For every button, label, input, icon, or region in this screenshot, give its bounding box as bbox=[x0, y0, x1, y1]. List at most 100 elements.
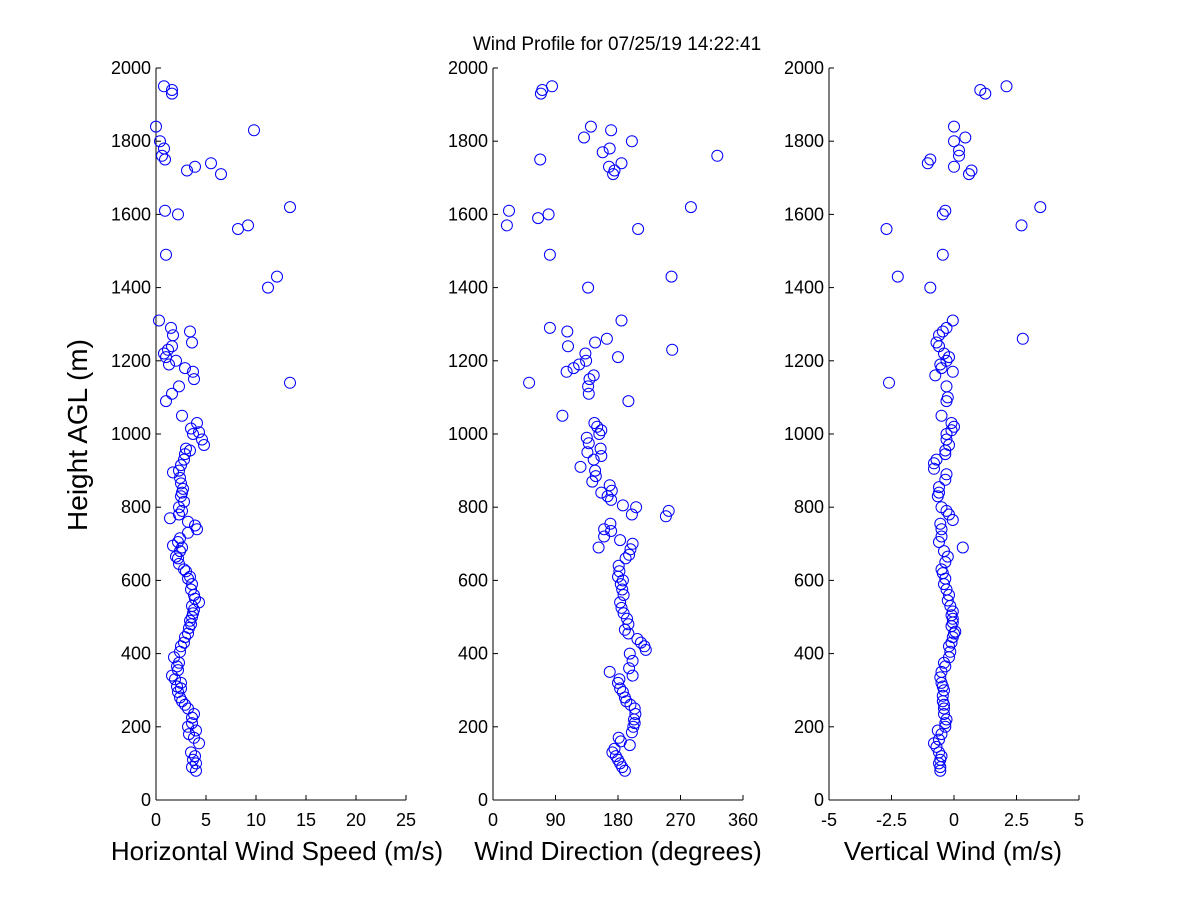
data-point bbox=[165, 321, 177, 334]
data-point bbox=[933, 481, 945, 494]
data-point bbox=[616, 686, 629, 698]
data-point bbox=[182, 627, 194, 640]
data-point bbox=[596, 146, 609, 159]
y-tick-label: 1200 bbox=[448, 351, 488, 371]
data-point bbox=[183, 728, 195, 741]
data-point bbox=[946, 605, 959, 618]
data-point bbox=[603, 142, 616, 155]
data-point bbox=[581, 446, 594, 459]
data-point bbox=[284, 201, 296, 214]
x-axis-label-horizontal-wind-speed: Horizontal Wind Speed (m/s) bbox=[111, 836, 443, 866]
data-point bbox=[180, 565, 192, 578]
data-point bbox=[930, 453, 943, 466]
x-axis-label-wind-direction: Wind Direction (degrees) bbox=[474, 836, 762, 866]
chart-title: Wind Profile for 07/25/19 14:22:41 bbox=[473, 34, 761, 55]
data-point bbox=[622, 395, 635, 408]
data-point bbox=[153, 314, 165, 327]
data-point bbox=[587, 453, 600, 466]
y-tick-label: 400 bbox=[121, 644, 151, 664]
data-point bbox=[613, 673, 626, 686]
data-point bbox=[578, 131, 590, 144]
data-point bbox=[928, 457, 940, 470]
data-point bbox=[584, 120, 597, 133]
y-tick-label: 800 bbox=[794, 497, 824, 517]
data-point bbox=[191, 417, 203, 429]
data-point bbox=[945, 417, 958, 429]
x-tick-label: 360 bbox=[728, 810, 758, 830]
data-point bbox=[935, 563, 948, 576]
data-point bbox=[182, 515, 194, 528]
data-point bbox=[619, 552, 632, 565]
data-point bbox=[500, 219, 513, 232]
data-point bbox=[604, 517, 617, 530]
data-point bbox=[160, 395, 172, 408]
data-point bbox=[172, 208, 184, 221]
data-point bbox=[615, 157, 628, 170]
data-point bbox=[560, 365, 573, 378]
data-point bbox=[262, 281, 274, 294]
data-point bbox=[582, 281, 595, 294]
data-point bbox=[158, 347, 170, 360]
y-tick-label: 1400 bbox=[111, 278, 151, 298]
data-point bbox=[543, 321, 556, 334]
data-point bbox=[883, 376, 895, 389]
data-point bbox=[939, 473, 952, 486]
data-point bbox=[603, 665, 616, 678]
data-point bbox=[160, 248, 172, 261]
data-point bbox=[616, 583, 629, 596]
x-tick-label: 20 bbox=[346, 810, 366, 830]
data-point bbox=[931, 724, 944, 737]
data-point bbox=[934, 671, 947, 684]
data-point bbox=[933, 733, 945, 746]
data-point bbox=[956, 541, 969, 554]
data-point bbox=[943, 508, 955, 521]
x-tick-label: -5 bbox=[821, 810, 837, 830]
y-axis-label: Height AGL (m) bbox=[62, 339, 93, 531]
data-point bbox=[944, 645, 957, 658]
x-tick-label: 0 bbox=[949, 810, 959, 830]
data-point bbox=[934, 358, 947, 371]
data-point bbox=[156, 149, 168, 162]
data-point bbox=[170, 354, 182, 367]
data-point bbox=[242, 219, 254, 232]
data-point bbox=[187, 428, 199, 440]
x-tick-label: 5 bbox=[1074, 810, 1084, 830]
data-point bbox=[154, 135, 166, 148]
data-point bbox=[929, 369, 942, 382]
y-tick-label: 0 bbox=[478, 790, 488, 810]
data-point bbox=[523, 376, 536, 389]
data-point bbox=[573, 358, 586, 371]
data-point bbox=[182, 702, 194, 715]
data-point bbox=[943, 589, 955, 601]
data-point bbox=[166, 87, 178, 100]
data-point bbox=[935, 728, 948, 741]
data-point bbox=[546, 80, 558, 93]
data-point bbox=[933, 329, 945, 342]
data-point bbox=[179, 362, 191, 375]
data-point bbox=[933, 536, 945, 548]
data-point bbox=[186, 611, 198, 623]
data-point bbox=[561, 325, 574, 338]
data-point bbox=[248, 124, 260, 137]
data-point bbox=[162, 343, 174, 356]
data-point bbox=[188, 373, 200, 386]
data-point bbox=[940, 354, 953, 367]
data-point bbox=[936, 325, 949, 338]
data-point bbox=[503, 204, 515, 217]
data-point bbox=[562, 340, 574, 353]
data-point bbox=[598, 523, 611, 536]
data-point bbox=[181, 164, 193, 177]
data-point bbox=[1034, 201, 1047, 214]
data-point bbox=[974, 84, 987, 96]
data-point bbox=[595, 486, 608, 499]
data-point bbox=[163, 358, 175, 371]
plot-area-horizontal-wind-speed: 0 200 400 600 800 1000 1200 1400 1600 1800 2000 0 5 1… bbox=[111, 58, 416, 830]
data-point bbox=[623, 647, 636, 660]
data-point bbox=[232, 223, 244, 235]
data-point bbox=[177, 482, 189, 495]
data-point bbox=[623, 548, 636, 561]
data-point bbox=[189, 750, 201, 763]
data-point bbox=[946, 314, 959, 327]
data-point bbox=[638, 640, 651, 653]
y-tick-label: 600 bbox=[458, 570, 488, 590]
